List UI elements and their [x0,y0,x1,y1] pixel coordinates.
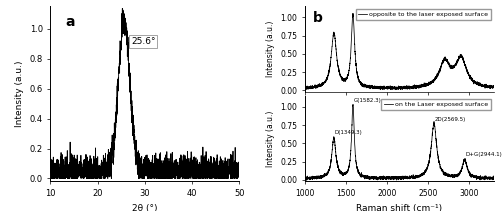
Text: D+G(2944.1): D+G(2944.1) [465,152,502,157]
Text: 25.6°: 25.6° [131,37,156,46]
X-axis label: Raman shift (cm⁻¹): Raman shift (cm⁻¹) [356,204,443,211]
Text: b: b [313,11,323,25]
Text: D(1349.3): D(1349.3) [334,130,362,135]
Text: 2D(2569.5): 2D(2569.5) [434,117,466,122]
Legend: opposite to the laser exposed surface: opposite to the laser exposed surface [355,9,491,20]
Legend: on the Laser exposed surface: on the Laser exposed surface [382,99,491,110]
Y-axis label: Intensity (a.u.): Intensity (a.u.) [15,61,24,127]
Y-axis label: Intensity (a.u.): Intensity (a.u.) [266,111,275,167]
X-axis label: 2θ (°): 2θ (°) [132,204,158,211]
Text: G(1582.3): G(1582.3) [353,98,381,103]
Text: a: a [66,15,75,29]
Y-axis label: Intensity (a.u.): Intensity (a.u.) [266,21,275,77]
